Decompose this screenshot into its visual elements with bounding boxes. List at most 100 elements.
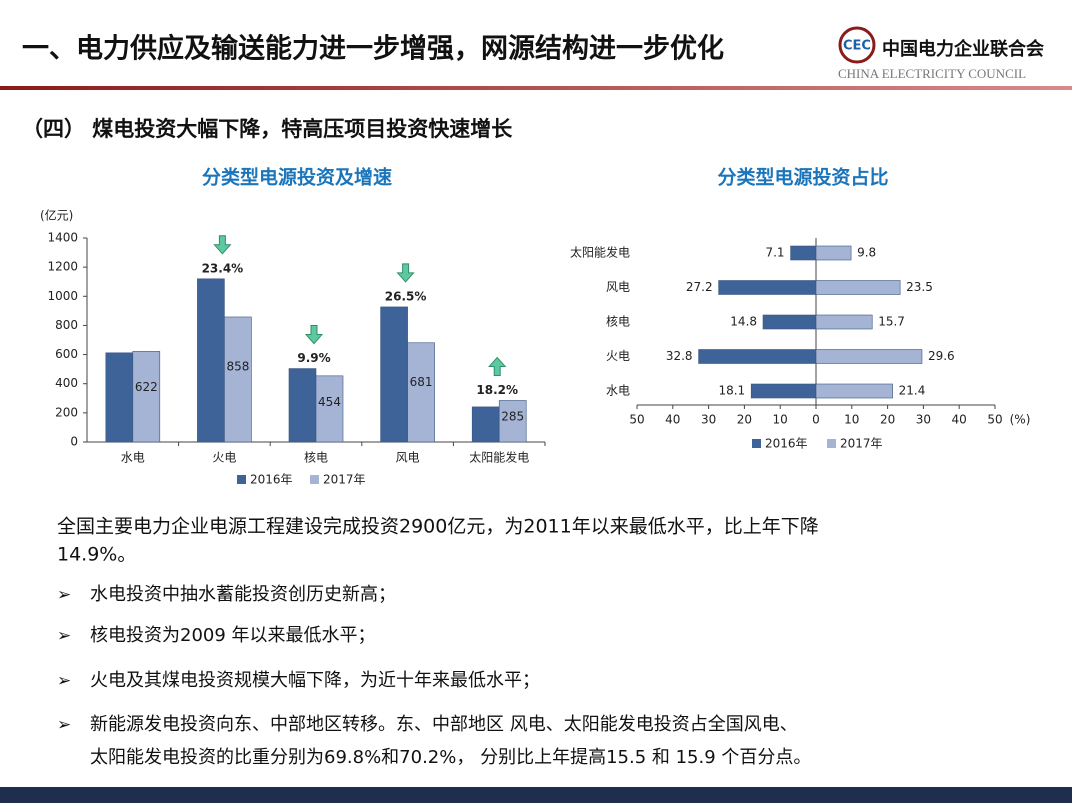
section-title: （四） 煤电投资大幅下降，特高压项目投资快速增长 xyxy=(22,117,513,141)
x-tick-label: 10 xyxy=(773,413,788,427)
logo-mark: CEC xyxy=(843,39,871,54)
bullet-text: 火电及其煤电投资规模大幅下降，为近十年来最低水平； xyxy=(90,670,540,691)
bar xyxy=(762,314,817,330)
y-tick-label: 600 xyxy=(55,347,78,361)
y-tick-label: 0 xyxy=(70,435,78,449)
y-tick-label: 1400 xyxy=(47,231,78,245)
x-tick-label: 20 xyxy=(737,413,752,427)
legend-swatch xyxy=(310,475,319,484)
chart-title: 分类型电源投资及增速 xyxy=(202,166,392,189)
change-label: 9.9% xyxy=(297,351,330,365)
y-tick-label: 200 xyxy=(55,405,78,419)
x-tick-label: 50 xyxy=(987,413,1002,427)
change-label: 18.2% xyxy=(476,383,518,397)
bar xyxy=(698,349,817,364)
y-tick-label: 1000 xyxy=(47,289,78,303)
category-label: 核电 xyxy=(606,315,630,329)
bullet-text: 水电投资中抽水蓄能投资创历史新高； xyxy=(90,584,396,605)
change-arrow xyxy=(304,325,324,345)
value-label: 285 xyxy=(501,410,524,424)
bullet-marker: ➢ xyxy=(57,671,71,691)
bullet-marker: ➢ xyxy=(57,585,71,605)
legend-swatch xyxy=(752,439,761,448)
summary-line: 全国主要电力企业电源工程建设完成投资2900亿元，为2011年以来最低水平，比上… xyxy=(57,516,819,538)
value-label: 18.1 xyxy=(718,384,745,398)
header-title: 一、电力供应及输送能力进一步增强，网源结构进一步优化 xyxy=(22,33,724,65)
value-label: 29.6 xyxy=(928,349,955,363)
footer-band xyxy=(0,787,1072,803)
x-tick-label: 风电 xyxy=(396,451,420,465)
bar xyxy=(718,280,817,295)
legend-label: 2017年 xyxy=(840,437,883,451)
bar xyxy=(132,351,161,443)
bar xyxy=(288,368,317,443)
value-label: 23.5 xyxy=(906,280,933,294)
change-arrow xyxy=(488,356,507,376)
bar xyxy=(498,400,527,443)
x-tick-label: 30 xyxy=(701,413,716,427)
change-label: 23.4% xyxy=(202,261,244,275)
bar xyxy=(315,375,344,443)
bullet-text: 核电投资为2009 年以来最低水平； xyxy=(90,625,376,646)
value-label: 27.2 xyxy=(686,280,713,294)
bar xyxy=(815,349,923,364)
bar xyxy=(197,278,225,443)
x-tick-label: 40 xyxy=(952,413,967,427)
legend-label: 2016年 xyxy=(765,437,808,451)
change-label: 26.5% xyxy=(385,289,427,303)
y-axis-label: (亿元) xyxy=(40,208,73,223)
bar xyxy=(815,245,852,261)
x-tick-label: 太阳能发电 xyxy=(469,450,529,465)
value-label: 15.7 xyxy=(878,315,905,329)
summary-line: 14.9%。 xyxy=(57,544,136,566)
category-label: 火电 xyxy=(606,349,630,363)
x-tick-label: 核电 xyxy=(304,451,328,465)
logo xyxy=(838,26,876,64)
x-tick-label: 20 xyxy=(880,413,895,427)
bar xyxy=(380,306,408,443)
x-unit: (%) xyxy=(1010,413,1031,427)
y-tick-label: 1200 xyxy=(47,260,78,274)
chart-title: 分类型电源投资占比 xyxy=(717,166,888,189)
x-tick-label: 水电 xyxy=(121,451,145,465)
value-label: 681 xyxy=(410,375,433,389)
value-label: 454 xyxy=(318,395,341,409)
x-tick-label: 50 xyxy=(629,413,644,427)
x-tick-label: 30 xyxy=(916,413,931,427)
logo-name: 中国电力企业联合会 xyxy=(882,38,1044,60)
bar xyxy=(105,352,134,443)
x-tick-label: 0 xyxy=(812,413,820,427)
logo-english: CHINA ELECTRICITY COUNCIL xyxy=(838,66,1026,81)
value-label: 9.8 xyxy=(857,246,876,260)
change-arrow xyxy=(213,235,232,255)
bar xyxy=(224,316,252,443)
bar xyxy=(471,406,500,443)
bar xyxy=(790,245,817,261)
legend-swatch xyxy=(827,439,836,448)
legend-label: 2017年 xyxy=(323,473,366,487)
bullet-text: 新能源发电投资向东、中部地区转移。东、中部地区 风电、太阳能发电投资占全国风电、 xyxy=(90,714,798,735)
bar xyxy=(815,314,873,330)
value-label: 32.8 xyxy=(666,349,693,363)
bar xyxy=(815,280,901,295)
bar xyxy=(407,342,435,443)
x-tick-label: 40 xyxy=(665,413,680,427)
header-rule xyxy=(0,86,1072,90)
change-arrow xyxy=(396,263,415,283)
value-label: 7.1 xyxy=(765,246,784,260)
bullet-marker: ➢ xyxy=(57,626,71,646)
value-label: 14.8 xyxy=(730,315,757,329)
value-label: 622 xyxy=(135,380,158,394)
category-label: 太阳能发电 xyxy=(570,245,630,260)
category-label: 风电 xyxy=(606,280,630,294)
legend-swatch xyxy=(237,475,246,484)
y-tick-label: 800 xyxy=(55,318,78,332)
category-label: 水电 xyxy=(606,384,630,398)
bullet-marker: ➢ xyxy=(57,715,71,735)
value-label: 858 xyxy=(226,359,249,373)
bar xyxy=(750,383,817,399)
value-label: 21.4 xyxy=(899,384,926,398)
x-tick-label: 火电 xyxy=(212,451,236,465)
